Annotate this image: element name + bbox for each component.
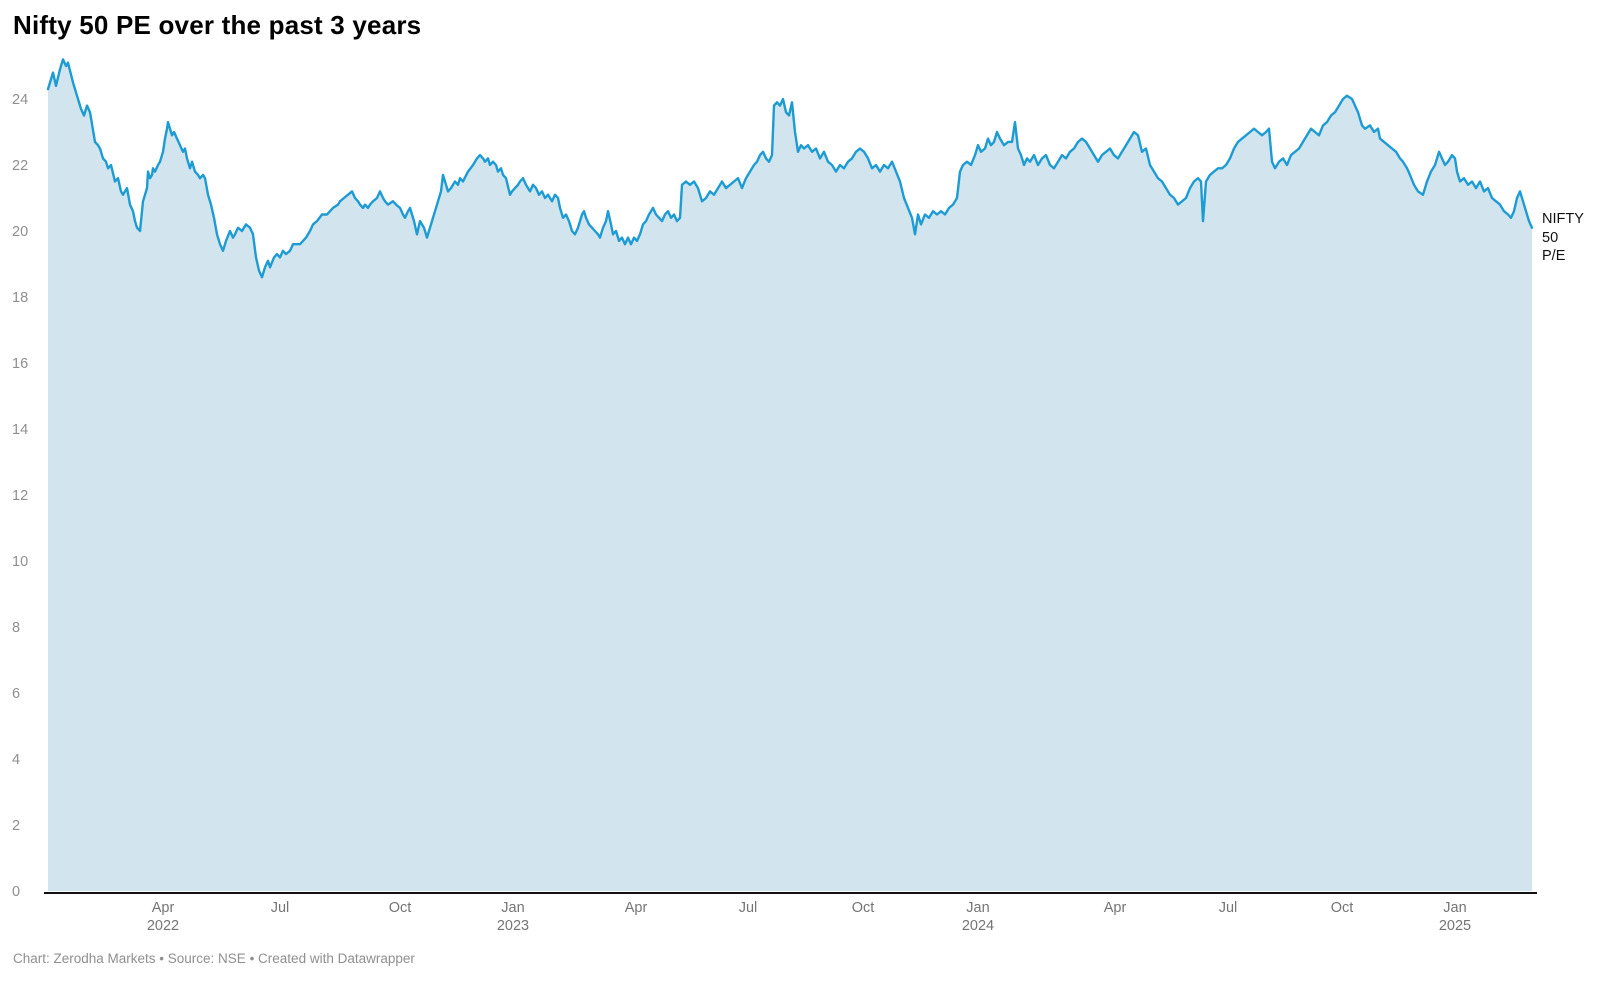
x-tick-year-label: 2022 xyxy=(147,918,179,934)
x-tick-month-label: Oct xyxy=(389,900,412,916)
x-tick-year-label: 2024 xyxy=(962,918,994,934)
y-tick-label: 24 xyxy=(12,92,28,108)
x-tick-month-label: Jul xyxy=(739,900,758,916)
y-tick-label: 6 xyxy=(12,686,20,702)
y-tick-label: 14 xyxy=(12,422,28,438)
x-tick-month-label: Jul xyxy=(1219,900,1238,916)
page-title: Nifty 50 PE over the past 3 years xyxy=(13,10,422,40)
x-tick-month-label: Oct xyxy=(1331,900,1354,916)
y-tick-label: 0 xyxy=(12,884,20,900)
x-tick-month-label: Oct xyxy=(852,900,875,916)
y-tick-label: 12 xyxy=(12,488,28,504)
x-tick-month-label: Apr xyxy=(1104,900,1127,916)
y-tick-label: 10 xyxy=(12,554,28,570)
pe-line xyxy=(46,58,1534,279)
series-direct-label: NIFTY 50 P/E xyxy=(1542,211,1584,265)
y-tick-label: 8 xyxy=(12,620,20,636)
x-axis-labels: Apr 2022 Jul Oct Jan 2023 Apr Jul Oct Jan 2024 Apr J… xyxy=(147,900,1471,934)
y-tick-label: 4 xyxy=(12,752,20,768)
x-tick-month-label: Jul xyxy=(271,900,290,916)
y-tick-label: 22 xyxy=(12,158,28,174)
y-tick-label: 16 xyxy=(12,356,28,372)
x-tick-month-label: Apr xyxy=(625,900,648,916)
x-tick-month-label: Jan xyxy=(501,900,524,916)
x-tick-year-label: 2025 xyxy=(1439,918,1471,934)
x-tick-month-label: Apr xyxy=(152,900,175,916)
y-tick-label: 18 xyxy=(12,290,28,306)
x-tick-year-label: 2023 xyxy=(497,918,529,934)
y-tick-label: 20 xyxy=(12,224,28,240)
x-tick-month-label: Jan xyxy=(966,900,989,916)
pe-area-fill xyxy=(48,59,1532,891)
x-tick-month-label: Jan xyxy=(1443,900,1466,916)
attribution-footer: Chart: Zerodha Markets • Source: NSE • C… xyxy=(13,951,415,966)
y-tick-label: 2 xyxy=(12,818,20,834)
